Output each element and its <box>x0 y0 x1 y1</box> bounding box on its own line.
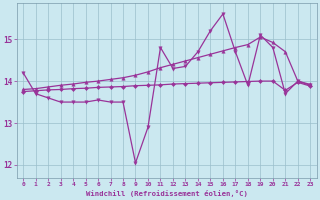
X-axis label: Windchill (Refroidissement éolien,°C): Windchill (Refroidissement éolien,°C) <box>86 190 248 197</box>
